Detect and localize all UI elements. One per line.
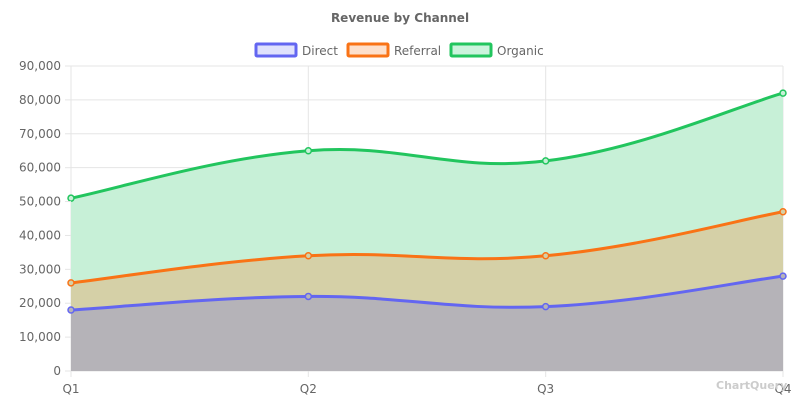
- line-organic: [70, 91, 784, 200]
- point-direct[interactable]: [304, 292, 313, 301]
- point-referral[interactable]: [541, 252, 550, 260]
- legend-label-referral[interactable]: Referral: [394, 44, 441, 58]
- y-tick-label: 0: [53, 364, 61, 378]
- y-tick-label: 70,000: [19, 127, 61, 141]
- area-referral: [71, 211, 783, 310]
- point-referral[interactable]: [304, 252, 313, 260]
- x-tick-label: Q4: [774, 382, 791, 396]
- area-organic: [71, 93, 783, 283]
- line-direct: [70, 274, 784, 312]
- point-direct[interactable]: [541, 302, 550, 311]
- y-tick-label: 50,000: [19, 195, 61, 209]
- y-tick-label: 80,000: [19, 93, 61, 107]
- legend-label-organic[interactable]: Organic: [497, 44, 544, 58]
- legend-label-direct[interactable]: Direct: [302, 44, 338, 58]
- point-organic[interactable]: [304, 146, 313, 155]
- chart-title: Revenue by Channel: [331, 11, 469, 25]
- axes: 0 10,000 20,000 30,000 40,000 50,000 60,000 70,…: [19, 59, 792, 396]
- y-tick-label: 30,000: [19, 262, 61, 276]
- x-tick-label: Q2: [300, 382, 317, 396]
- legend-swatch-referral[interactable]: [346, 42, 390, 58]
- y-tick-label: 60,000: [19, 161, 61, 175]
- point-organic[interactable]: [67, 194, 75, 202]
- point-direct[interactable]: [779, 272, 787, 280]
- line-referral: [70, 210, 784, 285]
- y-tick-label: 40,000: [19, 228, 61, 242]
- x-tick-label: Q3: [537, 382, 554, 396]
- watermark: ChartQuery: [716, 379, 787, 392]
- point-referral[interactable]: [779, 207, 787, 216]
- series-lines: [70, 91, 784, 312]
- legend-swatch-organic[interactable]: [449, 42, 493, 58]
- point-organic[interactable]: [541, 157, 550, 165]
- point-direct[interactable]: [67, 306, 75, 314]
- area-direct: [71, 276, 783, 371]
- point-referral[interactable]: [67, 279, 75, 287]
- area-fills: [71, 93, 783, 371]
- point-organic[interactable]: [779, 89, 787, 97]
- legend-swatch-direct[interactable]: [254, 42, 298, 58]
- series-points: [67, 89, 787, 314]
- legend: Direct Referral Organic: [254, 42, 544, 58]
- y-tick-label: 90,000: [19, 59, 61, 73]
- y-tick-label: 20,000: [19, 296, 61, 310]
- y-tick-label: 10,000: [19, 330, 61, 344]
- x-tick-label: Q1: [62, 382, 79, 396]
